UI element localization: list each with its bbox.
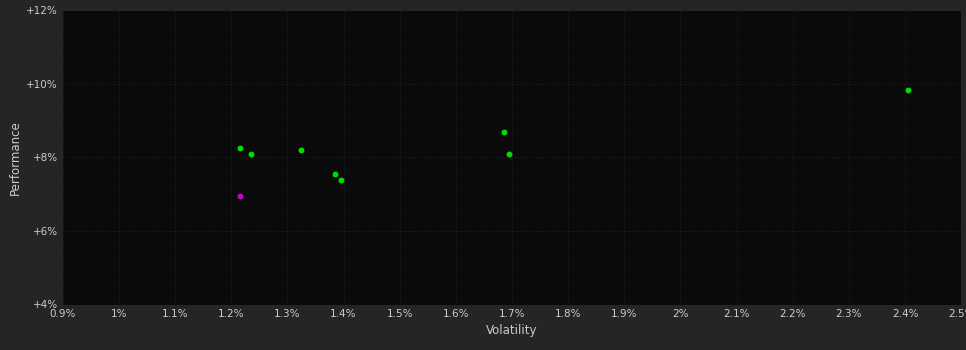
Point [243, 151, 259, 156]
Point [232, 193, 247, 199]
Point [900, 87, 916, 92]
X-axis label: Volatility: Volatility [486, 323, 538, 337]
Point [501, 151, 517, 156]
Point [327, 171, 343, 177]
Point [496, 129, 511, 135]
Point [333, 177, 349, 182]
Y-axis label: Performance: Performance [9, 120, 22, 195]
Point [294, 147, 309, 153]
Point [232, 146, 247, 151]
